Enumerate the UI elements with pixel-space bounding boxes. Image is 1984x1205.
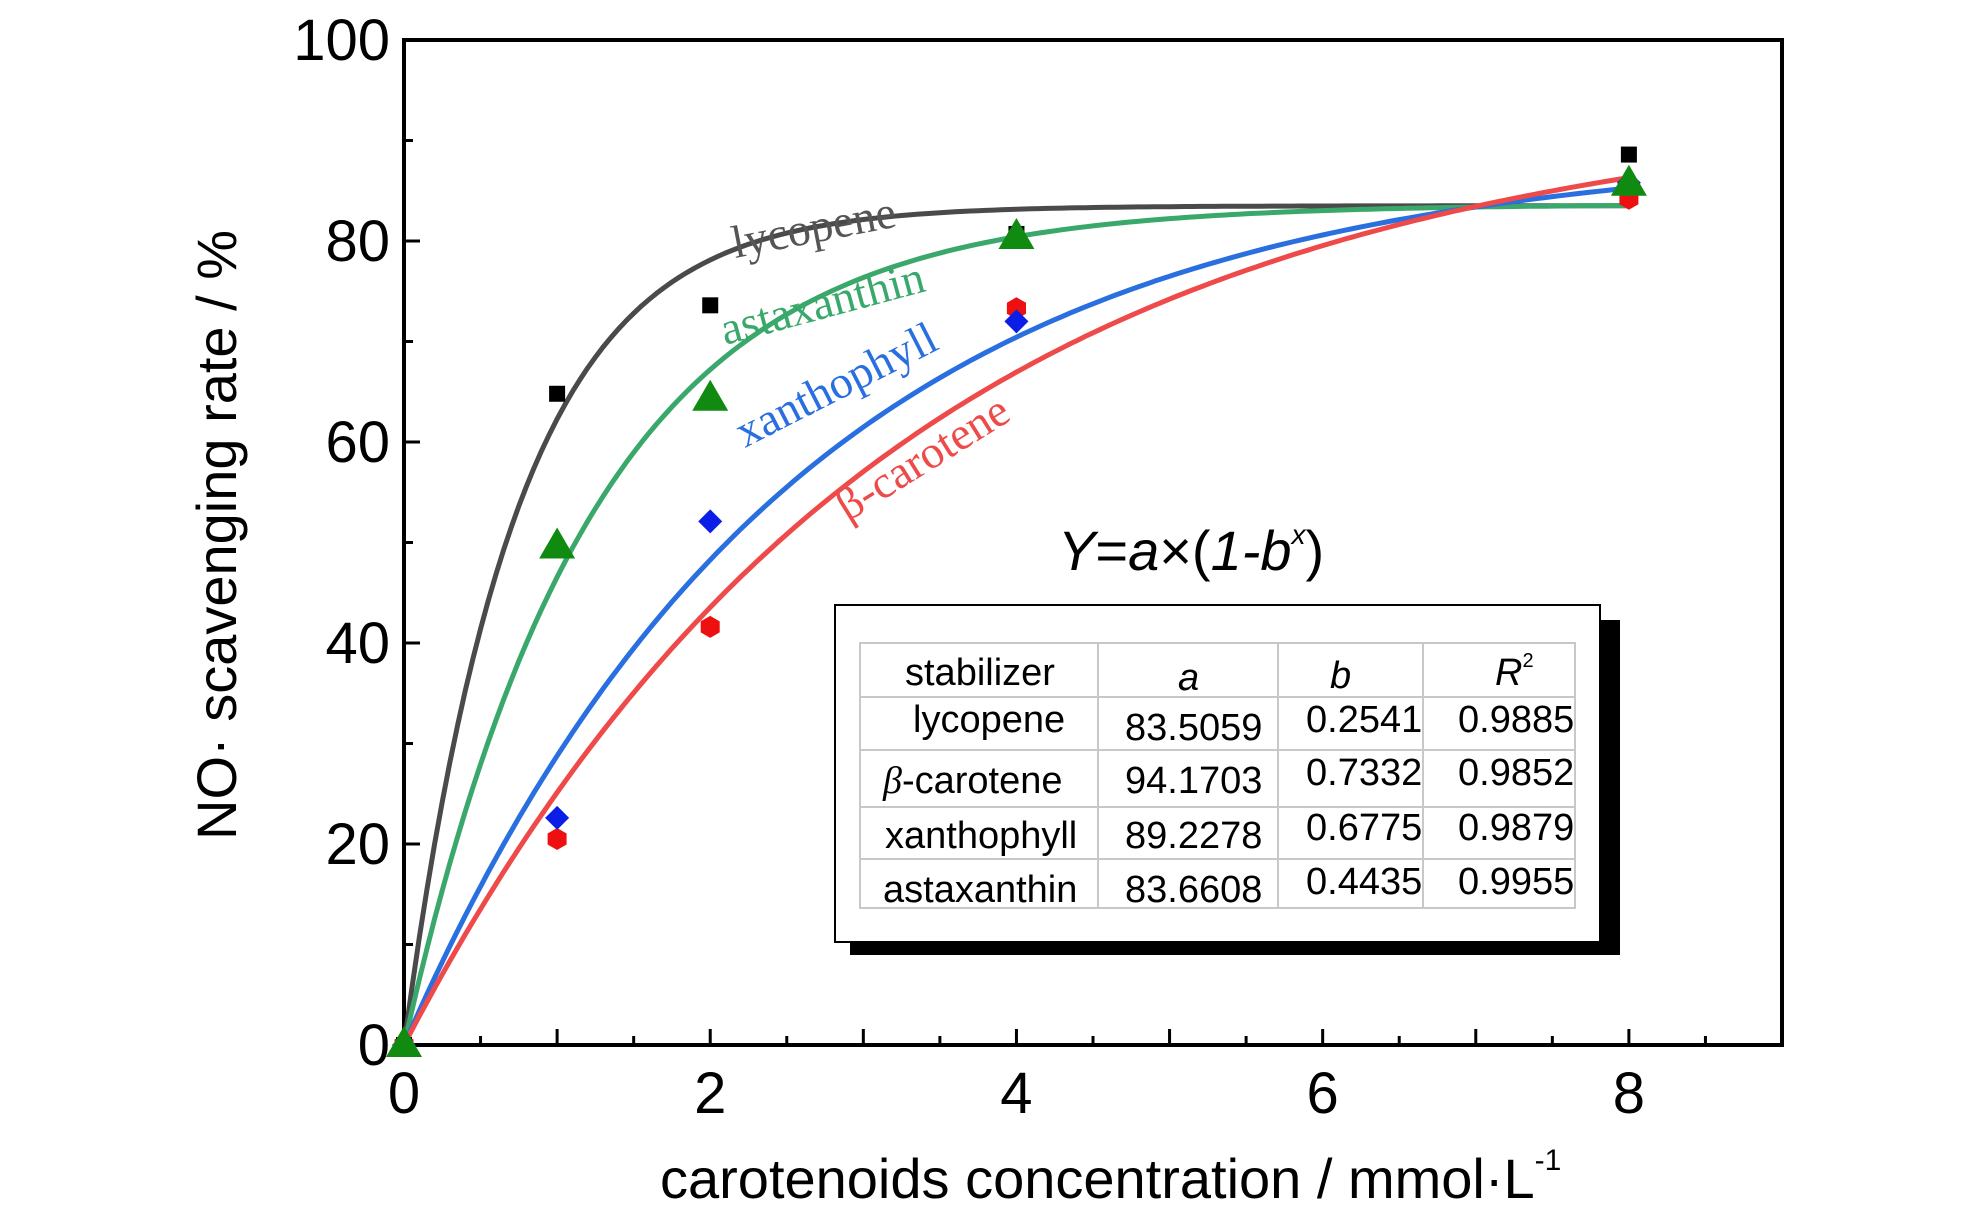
marker-astaxanthin (539, 527, 576, 559)
table-cell-a: 83.5059 (1125, 707, 1262, 749)
y-tick-label: 0 (358, 1013, 390, 1078)
formula-close: ) (1306, 519, 1325, 582)
x-axis-title-main: carotenoids concentration / mmol·L (660, 1147, 1535, 1205)
x-tick-label: 6 (1307, 1061, 1339, 1126)
data-markers (386, 146, 1647, 1057)
table-cell-stabilizer: lycopene (913, 699, 1065, 741)
y-tick-label: 60 (325, 410, 390, 475)
formula-b: b (1260, 519, 1291, 582)
axis-ticks (402, 38, 1784, 1047)
table-cell-stabilizer: β-carotene (882, 760, 1062, 802)
table-header-r: R (1495, 652, 1522, 694)
marker-lycopene (702, 297, 719, 314)
table-cell-stabilizer: astaxanthin (883, 869, 1077, 911)
table-rows: lycopene 83.5059 0.2541 0.9885 β-carotene 94.… (882, 699, 1574, 911)
table-header-r2: R2 (1495, 650, 1534, 694)
table-header-a: a (1178, 657, 1199, 699)
marker-carotene (1006, 297, 1026, 320)
curve-label-lycopene: lycopene (727, 186, 900, 268)
x-axis-title-sup: -1 (1535, 1144, 1562, 1177)
table-cell-r2: 0.9879 (1458, 807, 1574, 849)
marker-astaxanthin (386, 1026, 422, 1057)
marker-carotene (547, 828, 567, 850)
table-cell-a: 83.6608 (1125, 869, 1262, 911)
curve-label-beta-carotene: β-carotene (826, 384, 1018, 530)
marker-xanthophyll (545, 805, 570, 830)
y-axis-title: NO· scavenging rate / % (185, 230, 248, 840)
formula-exp: x (1290, 519, 1307, 550)
marker-lycopene (1620, 146, 1637, 163)
table-header-stabilizer: stabilizer (905, 652, 1055, 694)
y-tick-label: 100 (293, 8, 390, 73)
table-grid (859, 642, 1576, 909)
marker-lycopene (549, 385, 566, 402)
y-tick-label: 40 (325, 611, 390, 676)
table-cell-stabilizer-name: -carotene (902, 760, 1063, 802)
table-cell-r2: 0.9885 (1458, 699, 1574, 741)
y-tick-label: 20 (325, 812, 390, 877)
x-tick-label: 8 (1613, 1061, 1645, 1126)
table-cell-a: 94.1703 (1125, 760, 1262, 802)
formula-y: Y (1058, 519, 1099, 582)
table-cell-b: 0.6775 (1306, 807, 1422, 849)
formula-one: 1- (1211, 519, 1261, 582)
table-cell-stabilizer: xanthophyll (885, 815, 1077, 857)
table-header-sq: 2 (1522, 650, 1533, 672)
x-tick-label: 2 (694, 1061, 726, 1126)
table-box (834, 604, 1601, 943)
table-cell-b: 0.7332 (1306, 752, 1422, 794)
table-header-b: b (1330, 655, 1351, 697)
x-tick-label: 0 (388, 1061, 420, 1126)
table-cell-b: 0.4435 (1306, 861, 1422, 903)
table-cell-stabilizer-prefix: β (882, 760, 902, 802)
fit-curves (401, 175, 1630, 1047)
fit-curve-carotene (401, 175, 1630, 1047)
marker-astaxanthin (692, 379, 729, 411)
marker-xanthophyll (698, 509, 723, 534)
fit-formula: Y=a×(1-bx) (1058, 519, 1324, 582)
x-tick-label: 4 (1000, 1061, 1032, 1126)
marker-astaxanthin (1610, 164, 1647, 196)
formula-eq: = (1095, 519, 1128, 582)
marker-carotene (700, 615, 720, 638)
fit-curve-xanthophyll (401, 185, 1630, 1047)
x-axis-title: carotenoids concentration / mmol·L-1 (660, 1144, 1561, 1205)
parameter-table: stabilizer a b R2 lycopene 83.5059 0.2541 0… (834, 604, 1620, 955)
marker-astaxanthin (998, 217, 1035, 249)
table-cell-r2: 0.9955 (1458, 861, 1574, 903)
table-cell-r2: 0.9852 (1458, 752, 1574, 794)
y-tick-label: 80 (325, 209, 390, 274)
table-cell-b: 0.2541 (1306, 699, 1422, 741)
formula-a: a (1128, 519, 1159, 582)
table-cell-a: 89.2278 (1125, 815, 1262, 857)
formula-times: × (1159, 519, 1192, 582)
formula-open: ( (1192, 519, 1211, 582)
marker-xanthophyll (1004, 309, 1029, 334)
